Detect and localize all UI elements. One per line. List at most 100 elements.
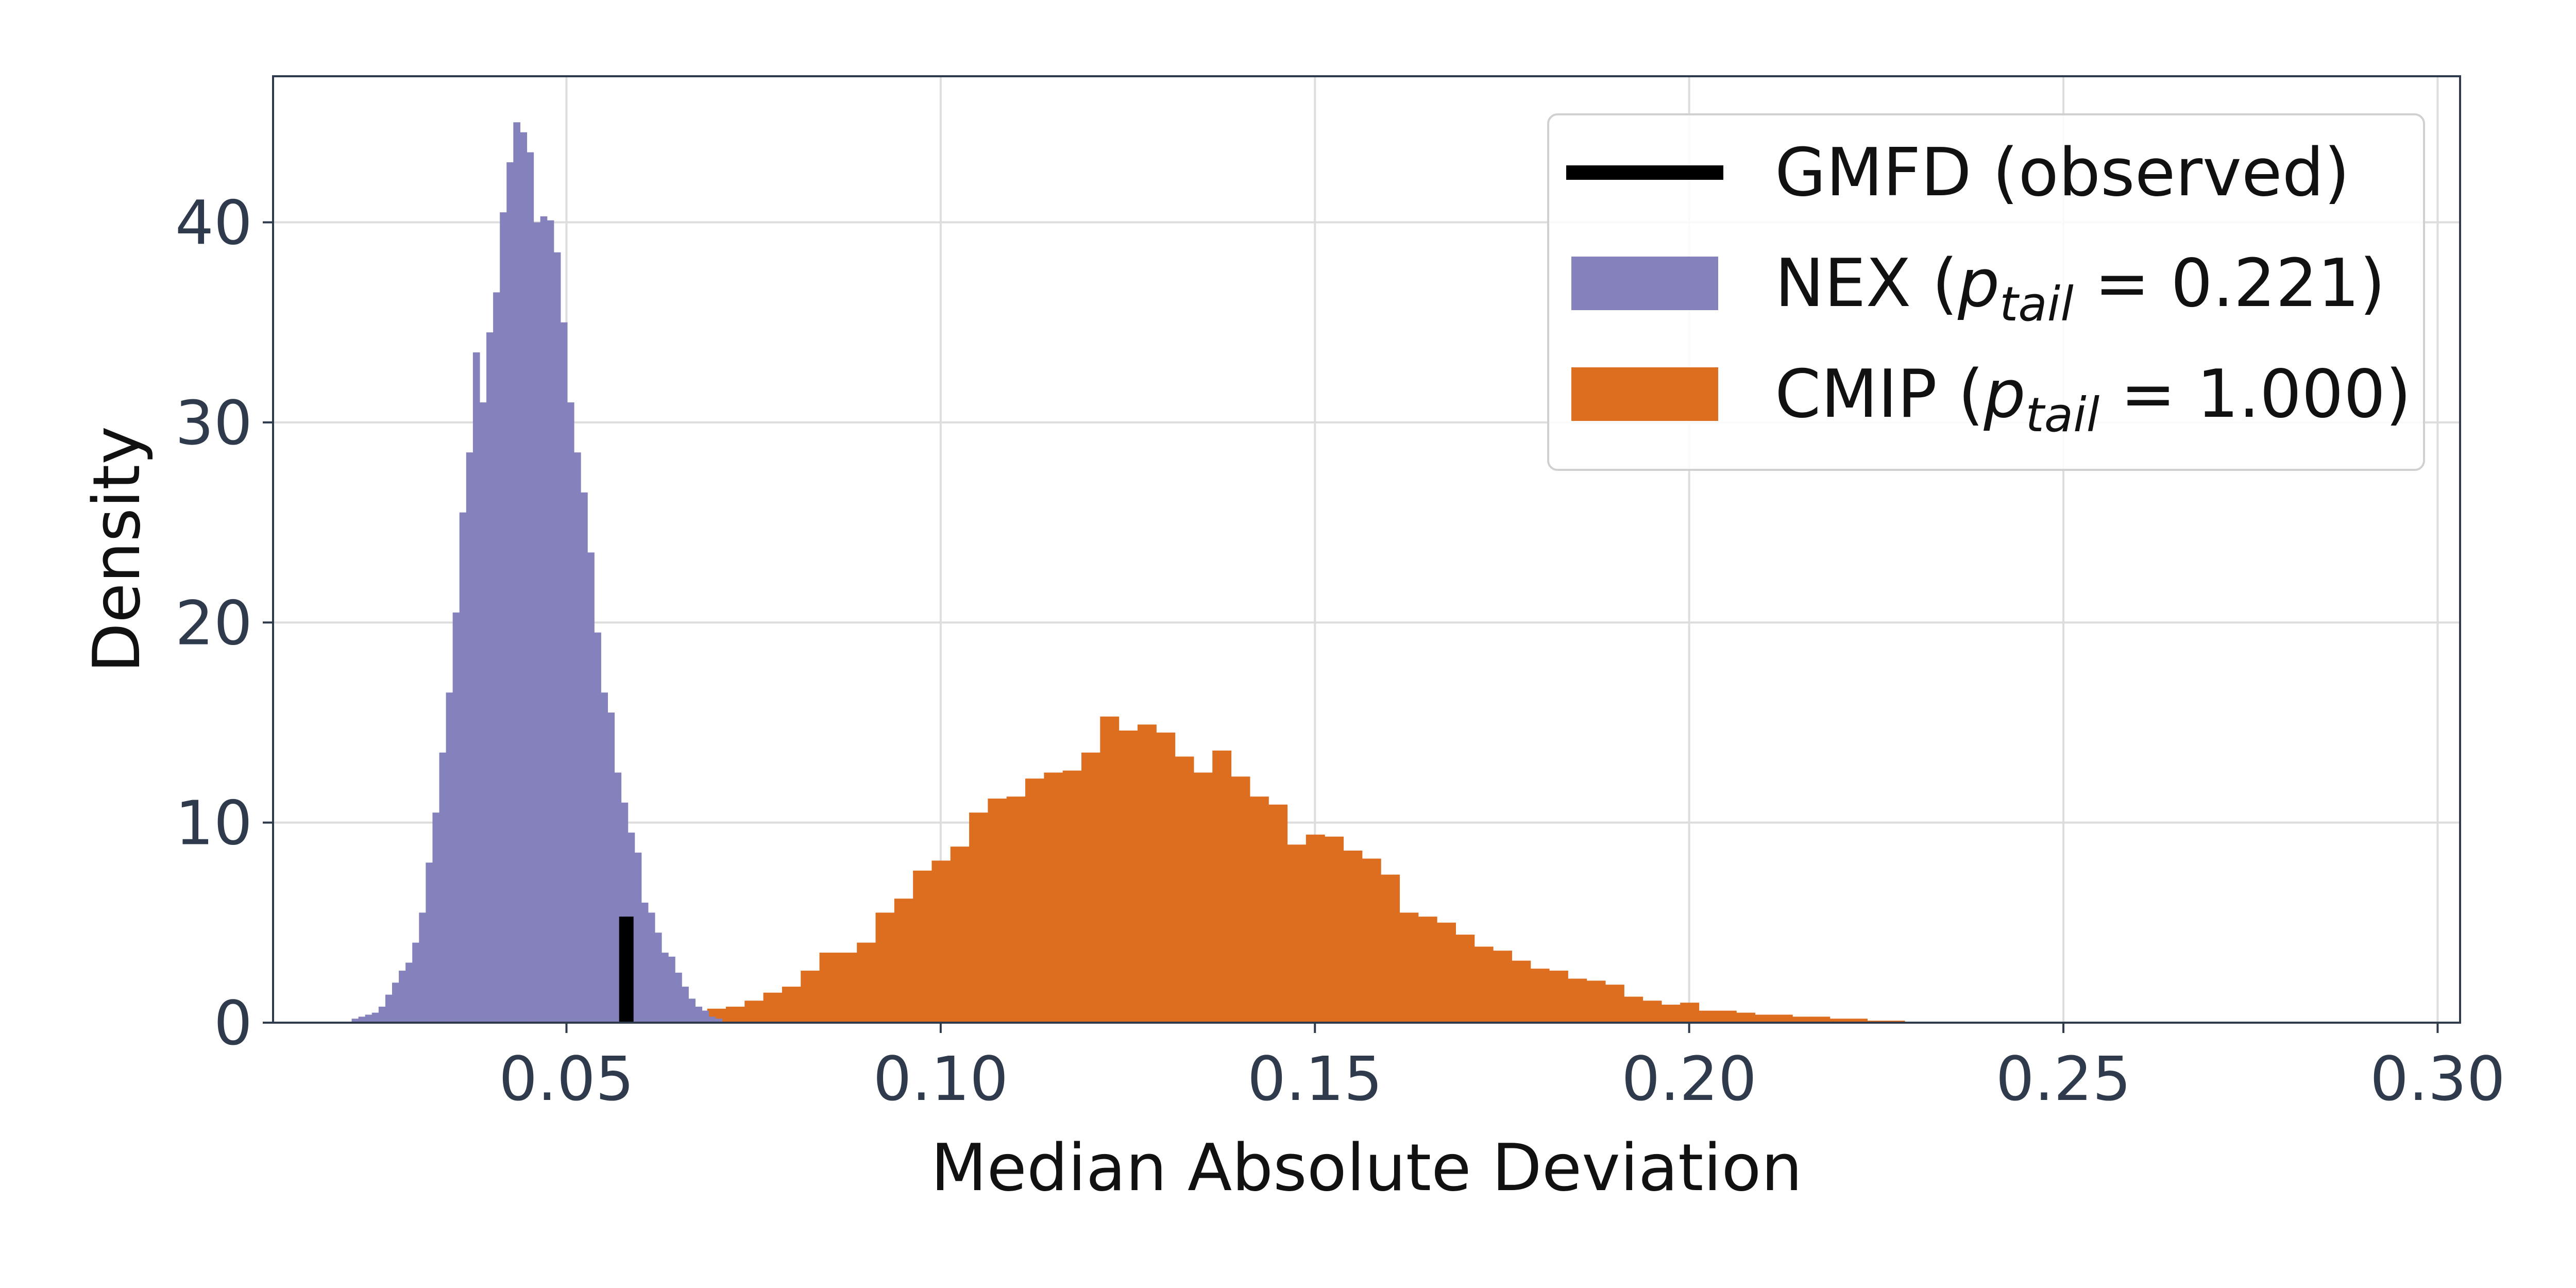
nex-bar	[702, 1010, 709, 1023]
nex-bar	[527, 152, 534, 1023]
y-tick-label: 20	[175, 587, 252, 658]
cmip-bar	[1212, 750, 1232, 1023]
cmip-bar	[838, 953, 857, 1023]
cmip-bar	[1792, 1016, 1812, 1023]
nex-bar	[661, 953, 669, 1023]
cmip-bar	[1381, 874, 1400, 1023]
nex-bar	[426, 862, 433, 1023]
y-tick-label: 10	[175, 788, 252, 859]
nex-bar	[385, 994, 393, 1023]
cmip-bar	[1100, 716, 1120, 1023]
cmip-bar	[1399, 912, 1419, 1023]
nex-bar	[574, 452, 581, 1023]
cmip-bar	[875, 912, 895, 1023]
cmip-bar	[801, 971, 820, 1023]
nex-bar	[493, 292, 500, 1023]
nex-bar	[688, 998, 696, 1023]
nex-bar	[399, 971, 406, 1023]
plot-frame	[272, 75, 2461, 1024]
nex-bar	[412, 942, 419, 1023]
y-tick-label: 40	[175, 188, 252, 259]
nex-bar	[654, 933, 662, 1023]
cmip-bar	[1642, 1001, 1662, 1023]
cmip-bar	[1062, 770, 1082, 1023]
nex-bar	[607, 713, 615, 1023]
cmip-bar	[1287, 844, 1307, 1023]
nex-bar	[648, 912, 655, 1023]
cmip-bar	[913, 870, 933, 1023]
legend-box	[1547, 113, 2425, 471]
cmip-bar	[894, 899, 913, 1023]
nex-bar	[594, 632, 601, 1023]
nex-bar	[439, 752, 447, 1023]
cmip-bar	[1549, 971, 1568, 1023]
nex-bar	[392, 982, 399, 1023]
nex-bar	[533, 222, 541, 1023]
cmip-bar	[1773, 1014, 1793, 1023]
cmip-bar	[782, 987, 801, 1023]
x-tick-label: 0.05	[499, 1043, 634, 1114]
cmip-bar	[1249, 796, 1269, 1023]
cmip-bar	[1306, 834, 1325, 1023]
nex-bar	[446, 692, 453, 1023]
legend-label-nex: NEX (ptail = 0.221)	[1775, 245, 2385, 332]
nex-bar	[351, 1019, 359, 1023]
cmip-bar	[1006, 796, 1026, 1023]
cmip-bar	[819, 953, 839, 1023]
cmip-bar	[1849, 1019, 1868, 1023]
legend-label-gmfd: GMFD (observed)	[1775, 134, 2350, 211]
x-tick-label: 0.30	[2370, 1043, 2505, 1114]
cmip-bar	[1699, 1010, 1718, 1023]
nex-bar	[466, 452, 473, 1023]
nex-bar	[581, 492, 588, 1023]
axis-ticks: 0.05 0.10 0.15 0.20 0.25 0.30 0 10 20 30 40	[175, 188, 2505, 1114]
cmip-bar	[1474, 946, 1494, 1023]
cmip-bar	[931, 860, 951, 1023]
nex-bar	[371, 1012, 379, 1023]
y-tick-label: 0	[214, 988, 252, 1059]
cmip-bar	[763, 992, 783, 1023]
nex-bar	[601, 692, 608, 1023]
cmip-bar	[1736, 1012, 1756, 1023]
nex-bar	[715, 1019, 723, 1023]
cmip-bar	[1325, 836, 1344, 1023]
nex-bar	[419, 912, 426, 1023]
nex-bar	[695, 1006, 703, 1023]
x-tick-label: 0.10	[873, 1043, 1009, 1114]
nex-bar	[500, 212, 507, 1023]
nex-bar	[567, 402, 574, 1023]
cmip-bar	[1586, 980, 1606, 1023]
x-tick-label: 0.20	[1621, 1043, 1757, 1114]
nex-bar	[378, 1006, 386, 1023]
cmip-bar	[1081, 752, 1100, 1023]
x-tick-label: 0.25	[1996, 1043, 2131, 1114]
cmip-bar	[1661, 1005, 1681, 1023]
nex-bar	[506, 162, 514, 1023]
cmip-bar	[1044, 772, 1063, 1023]
nex-bar	[634, 852, 642, 1023]
nex-bar	[547, 220, 554, 1023]
nex-bar	[587, 552, 595, 1023]
legend: GMFD (observed) NEX (ptail = 0.221) CMIP…	[1547, 113, 2425, 471]
nex-bar	[708, 1016, 716, 1023]
cmip-bar	[1437, 922, 1456, 1023]
cmip-bar	[1530, 969, 1550, 1023]
cmip-bar	[1717, 1010, 1737, 1023]
nex-bar	[365, 1014, 372, 1023]
nex-bar	[486, 332, 494, 1023]
cmip-bar	[744, 1001, 764, 1023]
nex-bar	[405, 962, 413, 1023]
cmip-bar	[1455, 935, 1475, 1023]
x-axis-label: Median Absolute Deviation	[931, 1130, 1803, 1206]
y-tick-label: 30	[175, 387, 252, 459]
cmip-bar	[988, 799, 1007, 1023]
cmip-bar	[1025, 778, 1044, 1023]
cmip-bar	[1680, 1003, 1700, 1023]
cmip-bar	[1193, 772, 1213, 1023]
legend-label-cmip: CMIP (ptail = 1.000)	[1775, 356, 2411, 443]
nex-bar	[560, 322, 568, 1023]
cmip-bar	[1343, 851, 1363, 1023]
cmip-bar	[1118, 730, 1138, 1023]
nex-bar	[513, 122, 521, 1023]
